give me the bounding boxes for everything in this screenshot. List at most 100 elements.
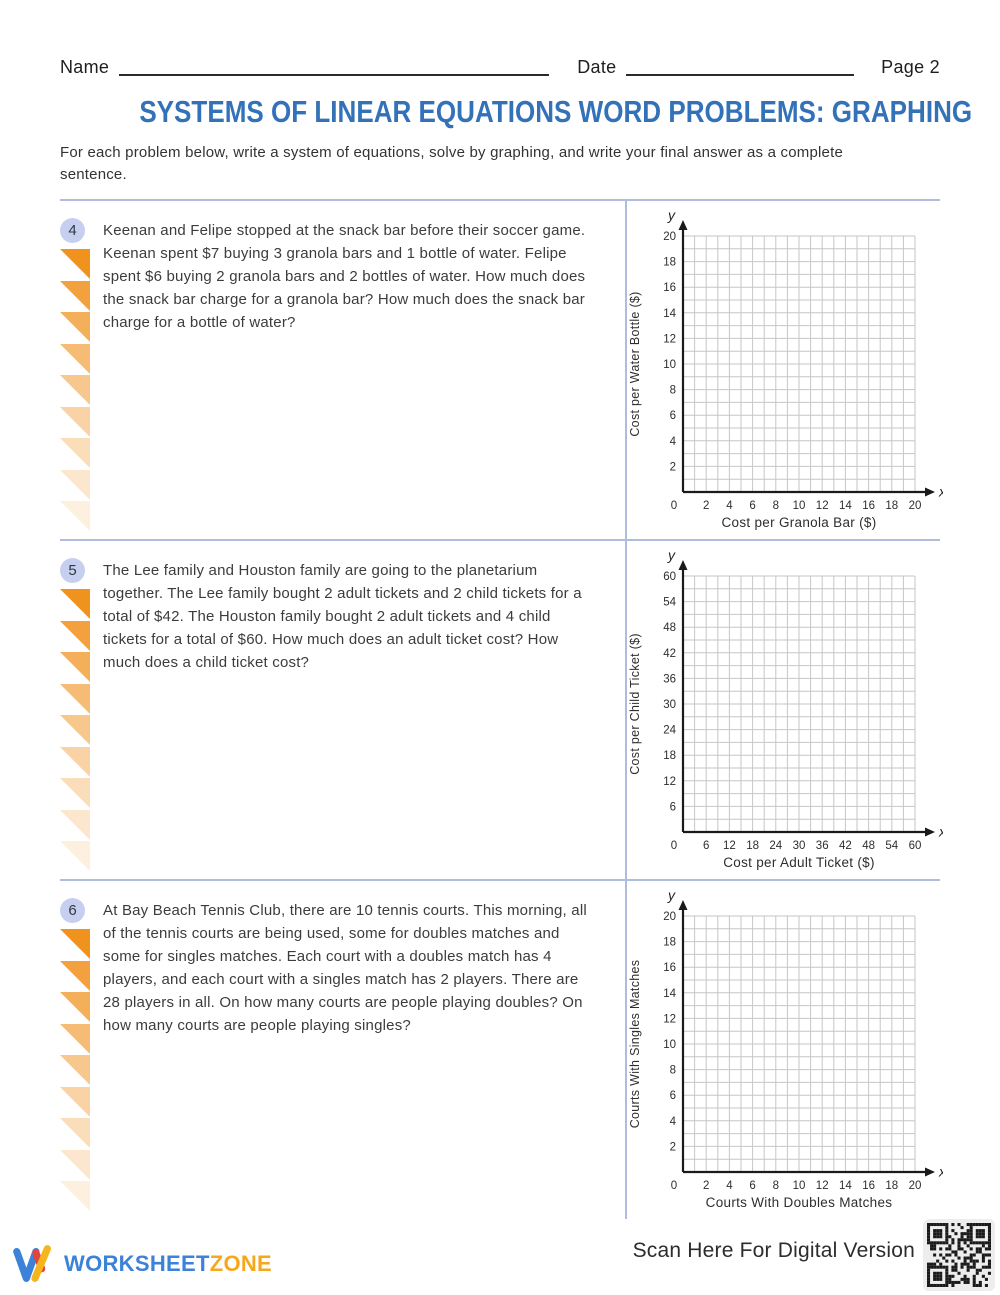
svg-text:12: 12 — [816, 500, 829, 512]
svg-text:8: 8 — [670, 385, 676, 397]
svg-text:y: y — [667, 208, 676, 223]
problems-list: 4 Keenan and Felipe stopped at the snack… — [60, 199, 947, 1219]
svg-text:0: 0 — [671, 1180, 677, 1192]
svg-text:12: 12 — [816, 1180, 829, 1192]
svg-text:6: 6 — [670, 410, 676, 422]
svg-text:6: 6 — [749, 1180, 755, 1192]
svg-text:y: y — [667, 548, 676, 563]
problem-section-5: 5 The Lee family and Houston family are … — [60, 539, 947, 879]
svg-text:16: 16 — [663, 962, 676, 974]
date-blank-line[interactable] — [626, 56, 855, 76]
problem-rail: 4 — [60, 218, 94, 531]
svg-text:12: 12 — [663, 1013, 676, 1025]
svg-text:18: 18 — [885, 1180, 898, 1192]
problem-text: At Bay Beach Tennis Club, there are 10 t… — [103, 902, 587, 1034]
svg-text:2: 2 — [670, 1141, 676, 1153]
blank-graph-grid[interactable]: y x 2 4 6 8 10 12 14 16 18 20 0 2 4 6 8 10 12 14 16 18 20 Cost … — [627, 207, 947, 539]
name-label: Name — [60, 57, 110, 77]
problem-number-badge: 5 — [60, 558, 85, 583]
name-blank-line[interactable] — [119, 56, 550, 76]
svg-text:2: 2 — [670, 461, 676, 473]
svg-text:14: 14 — [839, 500, 852, 512]
svg-text:0: 0 — [671, 840, 677, 852]
svg-text:12: 12 — [663, 333, 676, 345]
svg-text:Cost per Adult Ticket ($): Cost per Adult Ticket ($) — [723, 855, 875, 870]
svg-text:Cost per Child Ticket ($): Cost per Child Ticket ($) — [628, 633, 642, 775]
svg-text:x: x — [938, 1164, 943, 1180]
worksheetzone-logo-icon — [13, 1245, 51, 1282]
svg-text:24: 24 — [769, 840, 782, 852]
svg-text:x: x — [938, 484, 943, 500]
svg-text:60: 60 — [663, 571, 676, 583]
problem-text: Keenan and Felipe stopped at the snack b… — [103, 222, 586, 331]
svg-text:x: x — [938, 824, 943, 840]
brand-worksheet: WORKSHEET — [64, 1251, 210, 1276]
svg-text:16: 16 — [663, 282, 676, 294]
svg-text:42: 42 — [663, 648, 676, 660]
svg-text:10: 10 — [663, 359, 676, 371]
svg-text:y: y — [667, 888, 676, 903]
svg-text:20: 20 — [909, 500, 922, 512]
decorative-triangles — [60, 589, 90, 871]
graph-panel: y x 2 4 6 8 10 12 14 16 18 20 0 2 4 6 8 10 12 14 16 18 20 Cost … — [625, 201, 947, 539]
graph-panel: y x 6 12 18 24 30 36 42 48 54 60 0 6 12 18 24 30 36 42 48 54 6… — [625, 541, 947, 879]
svg-text:12: 12 — [723, 840, 736, 852]
problem-section-4: 4 Keenan and Felipe stopped at the snack… — [60, 199, 947, 539]
problem-text-panel: 4 Keenan and Felipe stopped at the snack… — [60, 201, 625, 539]
svg-text:4: 4 — [726, 500, 733, 512]
svg-text:30: 30 — [663, 699, 676, 711]
svg-text:8: 8 — [773, 500, 779, 512]
decorative-triangles — [60, 249, 90, 531]
problem-text: The Lee family and Houston family are go… — [103, 562, 582, 671]
brand-wordmark: WORKSHEETZONE — [64, 1251, 272, 1277]
svg-text:2: 2 — [703, 500, 709, 512]
svg-text:14: 14 — [663, 308, 676, 320]
svg-text:6: 6 — [703, 840, 709, 852]
svg-text:48: 48 — [862, 840, 875, 852]
svg-text:6: 6 — [749, 500, 755, 512]
svg-text:42: 42 — [839, 840, 852, 852]
svg-text:10: 10 — [793, 1180, 806, 1192]
svg-text:6: 6 — [670, 1090, 676, 1102]
scan-area: Scan Here For Digital Version — [633, 1219, 995, 1291]
brand-zone: ZONE — [209, 1251, 273, 1276]
page-title: SYSTEMS OF LINEAR EQUATIONS WORD PROBLEM… — [139, 94, 973, 129]
worksheet-page: Name Date Page 2 SYSTEMS OF LINEAR EQUAT… — [60, 56, 973, 1219]
problem-text-panel: 6 At Bay Beach Tennis Club, there are 10… — [60, 881, 625, 1219]
brand-logo: WORKSHEETZONE — [12, 1241, 272, 1287]
svg-text:18: 18 — [663, 257, 676, 269]
svg-text:8: 8 — [670, 1065, 676, 1077]
svg-text:18: 18 — [663, 937, 676, 949]
problem-number-badge: 4 — [60, 218, 85, 243]
svg-text:18: 18 — [663, 750, 676, 762]
svg-text:Courts With Singles Matches: Courts With Singles Matches — [628, 960, 642, 1129]
page-number: Page 2 — [881, 57, 940, 77]
problem-section-6: 6 At Bay Beach Tennis Club, there are 10… — [60, 879, 947, 1219]
svg-text:20: 20 — [909, 1180, 922, 1192]
svg-text:Cost per Granola Bar ($): Cost per Granola Bar ($) — [721, 515, 876, 530]
svg-text:10: 10 — [793, 500, 806, 512]
svg-text:36: 36 — [816, 840, 829, 852]
svg-text:48: 48 — [663, 622, 676, 634]
blank-graph-grid[interactable]: y x 2 4 6 8 10 12 14 16 18 20 0 2 4 6 8 10 12 14 16 18 20 Court… — [627, 887, 947, 1219]
svg-text:18: 18 — [885, 500, 898, 512]
svg-text:16: 16 — [862, 500, 875, 512]
svg-text:54: 54 — [885, 840, 898, 852]
svg-text:6: 6 — [670, 801, 676, 813]
footer: WORKSHEETZONE Scan Here For Digital Vers… — [0, 1219, 1000, 1295]
svg-text:36: 36 — [663, 673, 676, 685]
svg-text:10: 10 — [663, 1039, 676, 1051]
svg-text:Courts With Doubles Matches: Courts With Doubles Matches — [706, 1195, 893, 1210]
graph-panel: y x 2 4 6 8 10 12 14 16 18 20 0 2 4 6 8 10 12 14 16 18 20 Court… — [625, 881, 947, 1219]
svg-text:16: 16 — [862, 1180, 875, 1192]
svg-text:24: 24 — [663, 725, 676, 737]
decorative-triangles — [60, 929, 90, 1211]
scan-here-text: Scan Here For Digital Version — [632, 1239, 915, 1262]
svg-text:12: 12 — [663, 776, 676, 788]
header: Name Date Page 2 — [60, 56, 940, 78]
svg-text:2: 2 — [703, 1180, 709, 1192]
svg-text:Cost per Water Bottle ($): Cost per Water Bottle ($) — [628, 291, 642, 436]
svg-text:14: 14 — [839, 1180, 852, 1192]
svg-text:4: 4 — [670, 1116, 677, 1128]
blank-graph-grid[interactable]: y x 6 12 18 24 30 36 42 48 54 60 0 6 12 18 24 30 36 42 48 54 6… — [627, 547, 947, 879]
